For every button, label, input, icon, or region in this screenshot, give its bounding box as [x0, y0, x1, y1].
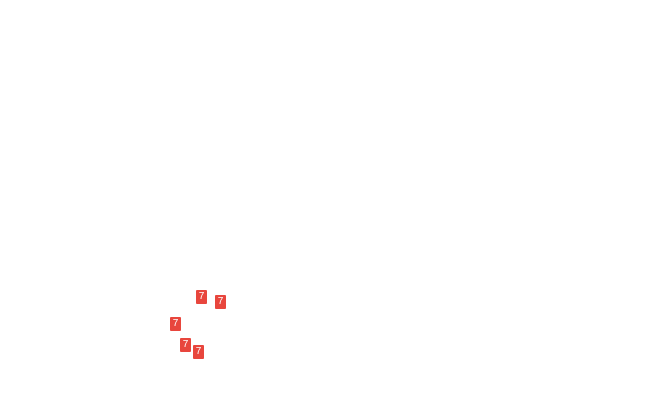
cluster-marker-count: 7: [182, 339, 189, 350]
cluster-marker[interactable]: 7: [193, 345, 204, 359]
cluster-marker-count: 7: [172, 318, 179, 329]
cluster-marker[interactable]: 7: [170, 317, 181, 331]
cluster-marker-count: 7: [217, 296, 224, 307]
cluster-marker-count: 7: [195, 346, 202, 357]
cluster-marker[interactable]: 7: [215, 295, 226, 309]
cluster-marker-count: 7: [198, 291, 205, 302]
cluster-marker[interactable]: 7: [180, 338, 191, 352]
cluster-marker[interactable]: 7: [196, 290, 207, 304]
